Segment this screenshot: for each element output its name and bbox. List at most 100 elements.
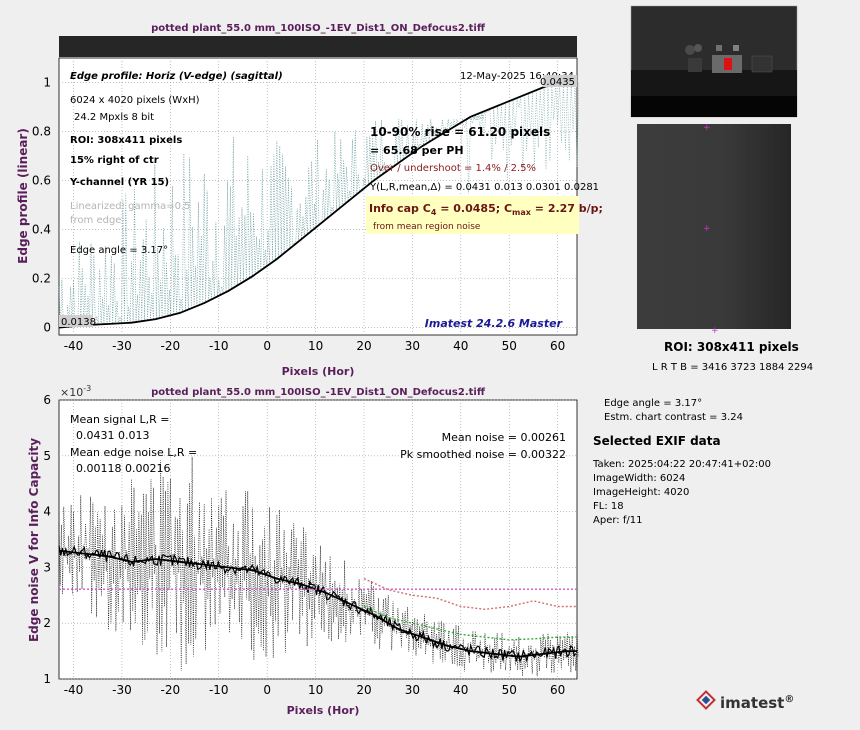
top-xtick-label: 40 [453,339,468,353]
exif-height: ImageHeight: 4020 [593,487,690,498]
thumbnail-patch-2 [733,45,739,51]
bottom-ytick-label: 4 [43,505,51,519]
pk-noise-label: Pk smoothed noise = 0.00322 [400,448,566,461]
top-xtick-label: 20 [356,339,371,353]
exif-width: ImageWidth: 6024 [593,473,686,484]
bottom-xtick-label: 20 [356,683,371,697]
thumbnail-roi-marker [724,58,732,70]
roi-center-marker: + [703,224,711,234]
top-ytick-label: 0.4 [32,223,51,237]
per-picture-height: = 65.68 per PH [370,144,464,157]
top-xtick-label: -20 [161,339,181,353]
top-plot-xlabel: Pixels (Hor) [282,365,355,378]
exif-fl: FL: 18 [593,501,624,512]
thumbnail-bottom-band [631,96,797,117]
mean-edge-noise-values: 0.00118 0.00216 [76,462,170,475]
faint-note-2: from edge [70,215,121,226]
bottom-plot-series [58,549,577,658]
roi-top-marker: + [703,123,711,133]
roi-panel-lrtb: L R T B = 3416 3723 1884 2294 [652,362,814,373]
top-xtick-label: 10 [308,339,323,353]
top-plot-noise-traces [58,82,580,328]
top-plot-x-ticks: -40 -30 -20 -10 0 10 20 30 40 50 60 [64,339,566,353]
mean-noise-label: Mean noise = 0.00261 [442,431,566,444]
top-plot-y-ticks: 0 0.2 0.4 0.6 0.8 1 [32,76,51,335]
top-xtick-label: -40 [64,339,84,353]
top-ytick-label: 0.6 [32,174,51,188]
roi-bottom-marker: + [711,326,719,336]
bottom-xtick-label: -20 [161,683,181,697]
top-ytick-label: 1 [43,76,51,90]
edge-angle-label: Edge angle = 3.17° [70,245,168,256]
top-xtick-label: -10 [209,339,229,353]
right-level-badge: 0.0435 [540,77,575,88]
top-xtick-label: 50 [502,339,517,353]
top-series-line-0 [58,81,558,329]
top-xtick-label: 0 [263,339,271,353]
faint-note-1: Linearized: gamma=0.5 [70,201,191,212]
bottom-xtick-label: 40 [453,683,468,697]
bottom-plot-xlabel: Pixels (Hor) [287,704,360,717]
exif-taken: Taken: 2025:04:22 20:47:41+02:00 [593,459,771,470]
bottom-series-line-3 [363,577,577,611]
rise-distance: 10-90% rise = 61.20 pixels [370,125,550,139]
top-noise-trace-right [460,82,580,194]
channel-label: Y-channel (YR 15) [69,177,169,188]
exif-aper: Aper: f/11 [593,515,643,526]
thumbnail-patch-1 [716,45,722,51]
top-ytick-label: 0.8 [32,125,51,139]
bottom-ytick-label: 5 [43,449,51,463]
bottom-ytick-label: 3 [43,560,51,574]
bottom-plot-ylabel: Edge noise V for Info Capacity [27,438,41,642]
bottom-xtick-label: -30 [112,683,132,697]
bottom-plot-y-ticks: 1 2 3 4 5 6 [43,393,51,686]
top-ytick-label: 0 [43,321,51,335]
top-xtick-label: 60 [550,339,565,353]
bottom-plot-area [58,399,578,680]
top-plot-series [58,81,558,329]
top-plot-image-strip [59,36,577,57]
overshoot-label: Over / undershoot = 1.4% / 2.5% [370,163,536,174]
thumbnail-color-chart [751,55,773,73]
mean-signal-values: 0.0431 0.013 [76,429,149,442]
version-watermark: Imatest 24.2.6 Master [425,317,563,330]
exif-title: Selected EXIF data [593,434,721,448]
info-contrast: Estm. chart contrast = 3.24 [604,412,743,423]
top-plot-title: potted plant_55.0 mm_100ISO_-1EV_Dist1_O… [151,23,486,34]
right-level-badge-bg [543,75,577,87]
bottom-noise-trace [58,456,579,677]
top-ytick-label: 0.2 [32,272,51,286]
bottom-ytick-label: 6 [43,393,51,407]
bottom-plot-grid [59,399,577,680]
imatest-logo-icon [696,690,716,710]
roi-position: 15% right of ctr [70,155,159,166]
top-xtick-label: -30 [112,339,132,353]
bottom-xtick-label: 30 [405,683,420,697]
mean-signal-label: Mean signal L,R = [70,413,169,426]
plot-date: 12-May-2025 16:40:34 [460,71,574,82]
bottom-xtick-label: -10 [209,683,229,697]
bottom-plot-title: potted plant_55.0 mm_100ISO_-1EV_Dist1_O… [151,387,486,398]
left-level-badge-bg [59,315,93,327]
roi-crop-image [637,124,791,329]
megapixels: 24.2 Mpxls 8 bit [74,112,154,123]
y-exponent: ×10-3 [60,384,91,399]
y-lr-values: Y(L,R,mean,Δ) = 0.0431 0.013 0.0301 0.02… [369,182,599,193]
bottom-xtick-label: -40 [64,683,84,697]
roi-panel-size: ROI: 308x411 pixels [664,340,799,354]
bottom-ytick-label: 2 [43,616,51,630]
bottom-plot-x-ticks: -40 -30 -20 -10 0 10 20 30 40 50 60 [64,683,566,697]
roi-size: ROI: 308x411 pixels [70,135,182,146]
thumbnail-pot [688,58,702,72]
info-cap-box [366,196,579,234]
left-level-badge: 0.0138 [61,317,96,328]
bottom-xtick-label: 0 [263,683,271,697]
bottom-ytick-label: 1 [43,672,51,686]
info-capacity: Info cap C4 = 0.0485; Cmax = 2.27 b/p; [369,202,603,217]
thumbnail-plant-leaf2 [694,44,702,52]
bottom-series-line-0 [58,549,577,658]
top-xtick-label: 30 [405,339,420,353]
top-noise-trace [58,111,485,328]
bottom-xtick-label: 10 [308,683,323,697]
